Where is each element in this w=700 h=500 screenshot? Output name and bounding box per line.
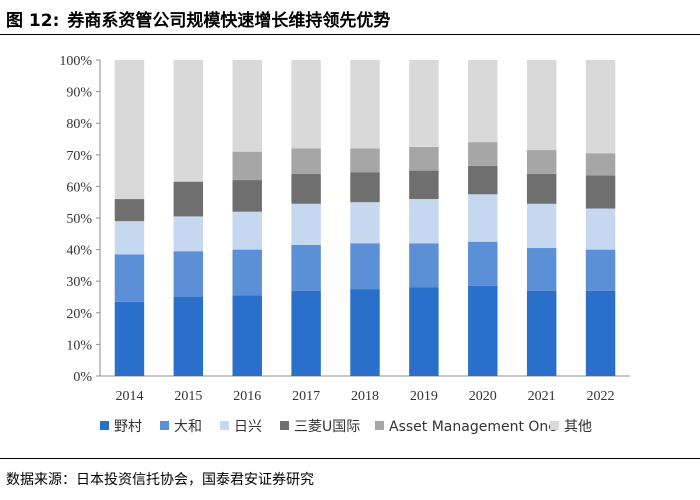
- legend-label-daiwa: 大和: [174, 419, 202, 435]
- bar-segment-nikko-2014: [114, 221, 145, 255]
- bar-segment-nikko-2021: [526, 203, 557, 249]
- bar-segment-nomura-2017: [291, 290, 321, 376]
- y-tick-label: 90%: [66, 86, 92, 101]
- bar-segment-others-2016: [232, 60, 262, 152]
- bar-segment-mufg-2016: [232, 180, 262, 212]
- legend-swatch-nikko: [220, 421, 229, 430]
- x-tick-label: 2017: [292, 389, 320, 404]
- bar-segment-nikko-2018: [350, 202, 380, 244]
- figure-title: 券商系资管公司规模快速增长维持领先优势: [67, 11, 391, 31]
- y-tick-label: 50%: [66, 212, 92, 227]
- bar-segment-mufg-2014: [114, 199, 145, 222]
- bar-segment-mufg-2015: [173, 181, 204, 217]
- y-tick-label: 70%: [66, 149, 92, 164]
- bar-segment-daiwa-2018: [350, 243, 380, 290]
- y-tick-label: 60%: [66, 180, 92, 195]
- bar-segment-amone-2017: [291, 148, 321, 174]
- legend-swatch-others: [550, 421, 559, 430]
- bar-segment-nikko-2020: [468, 194, 498, 242]
- y-tick-label: 40%: [66, 244, 92, 259]
- bar-segment-others-2021: [526, 60, 557, 151]
- x-tick-label: 2018: [351, 389, 379, 404]
- bar-segment-daiwa-2017: [291, 244, 321, 291]
- legend-swatch-mufg: [280, 421, 289, 430]
- y-tick-label: 20%: [66, 307, 92, 322]
- bar-segment-others-2014: [114, 60, 145, 200]
- legend-label-nomura: 野村: [114, 419, 142, 435]
- bar-segment-amone-2020: [468, 142, 498, 166]
- bar-segment-others-2019: [409, 60, 439, 147]
- y-tick-label: 100%: [59, 54, 92, 69]
- x-tick-label: 2016: [233, 389, 261, 404]
- bar-segment-amone-2016: [232, 151, 262, 181]
- bar-segment-daiwa-2014: [114, 254, 145, 302]
- bar-segment-mufg-2018: [350, 172, 380, 203]
- y-tick-label: 10%: [66, 338, 92, 353]
- bar-segment-amone-2022: [585, 153, 616, 176]
- figure-title-row: 图 12: 券商系资管公司规模快速增长维持领先优势: [6, 6, 390, 31]
- bar-segment-others-2017: [291, 60, 321, 149]
- bar-segment-others-2015: [173, 60, 204, 182]
- bar-segment-nomura-2021: [526, 290, 557, 376]
- bar-segment-nomura-2016: [232, 295, 262, 376]
- bar-segment-nomura-2020: [468, 285, 498, 376]
- x-tick-label: 2014: [115, 389, 143, 404]
- bar-segment-nomura-2014: [114, 301, 145, 376]
- bar-segment-mufg-2021: [526, 173, 557, 204]
- bar-segment-amone-2018: [350, 148, 380, 173]
- bar-segment-nikko-2015: [173, 216, 204, 252]
- legend-label-mufg: 三菱U国际: [294, 419, 360, 435]
- legend-label-nikko: 日兴: [234, 419, 262, 435]
- bar-segment-amone-2019: [409, 146, 439, 171]
- stacked-bar-chart: 0% 10% 20% 30% 40% 50% 60% 70% 80% 90% 100% 2014 201…: [59, 54, 630, 435]
- bar-segment-daiwa-2021: [526, 248, 557, 291]
- x-tick-label: 2019: [410, 389, 438, 404]
- bar-segment-mufg-2022: [585, 175, 616, 209]
- bar-segment-nikko-2017: [291, 203, 321, 245]
- bar-segment-daiwa-2020: [468, 241, 498, 286]
- figure-header: 图 12: 券商系资管公司规模快速增长维持领先优势: [0, 0, 700, 35]
- bar-segment-nomura-2019: [409, 287, 439, 376]
- bar-segment-nomura-2022: [585, 290, 616, 376]
- legend-label-others: 其他: [564, 419, 592, 435]
- bar-segment-nikko-2016: [232, 211, 262, 250]
- x-tick-label: 2021: [528, 389, 556, 404]
- bar-segment-nikko-2022: [585, 208, 616, 250]
- x-tick-label: 2020: [469, 389, 497, 404]
- figure-label: 图 12:: [6, 11, 60, 31]
- legend-swatch-amone: [375, 421, 384, 430]
- y-tick-label: 30%: [66, 275, 92, 290]
- bar-segment-nomura-2015: [173, 297, 204, 376]
- bar-segment-daiwa-2015: [173, 251, 204, 297]
- bar-segment-nomura-2018: [350, 289, 380, 376]
- bar-segment-mufg-2020: [468, 165, 498, 195]
- bar-segment-daiwa-2016: [232, 249, 262, 296]
- bar-segment-others-2022: [585, 60, 616, 154]
- bar-segment-daiwa-2022: [585, 249, 616, 291]
- bar-segment-mufg-2017: [291, 173, 321, 204]
- legend-swatch-daiwa: [160, 421, 169, 430]
- x-tick-label: 2015: [174, 389, 202, 404]
- bar-segment-daiwa-2019: [409, 243, 439, 288]
- bar-segment-others-2020: [468, 60, 498, 143]
- legend-swatch-nomura: [100, 421, 109, 430]
- y-tick-label: 0%: [73, 370, 92, 385]
- legend-label-amone: Asset Management One: [389, 419, 557, 435]
- bar-segment-nikko-2019: [409, 199, 439, 244]
- y-tick-label: 80%: [66, 117, 92, 132]
- bar-segment-amone-2021: [526, 150, 557, 174]
- bar-segment-others-2018: [350, 60, 380, 149]
- figure-source: 数据来源：日本投资信托协会，国泰君安证券研究: [6, 472, 314, 488]
- figure-footer: 数据来源：日本投资信托协会，国泰君安证券研究: [0, 458, 700, 500]
- x-tick-label: 2022: [587, 389, 615, 404]
- bar-segment-mufg-2019: [409, 170, 439, 200]
